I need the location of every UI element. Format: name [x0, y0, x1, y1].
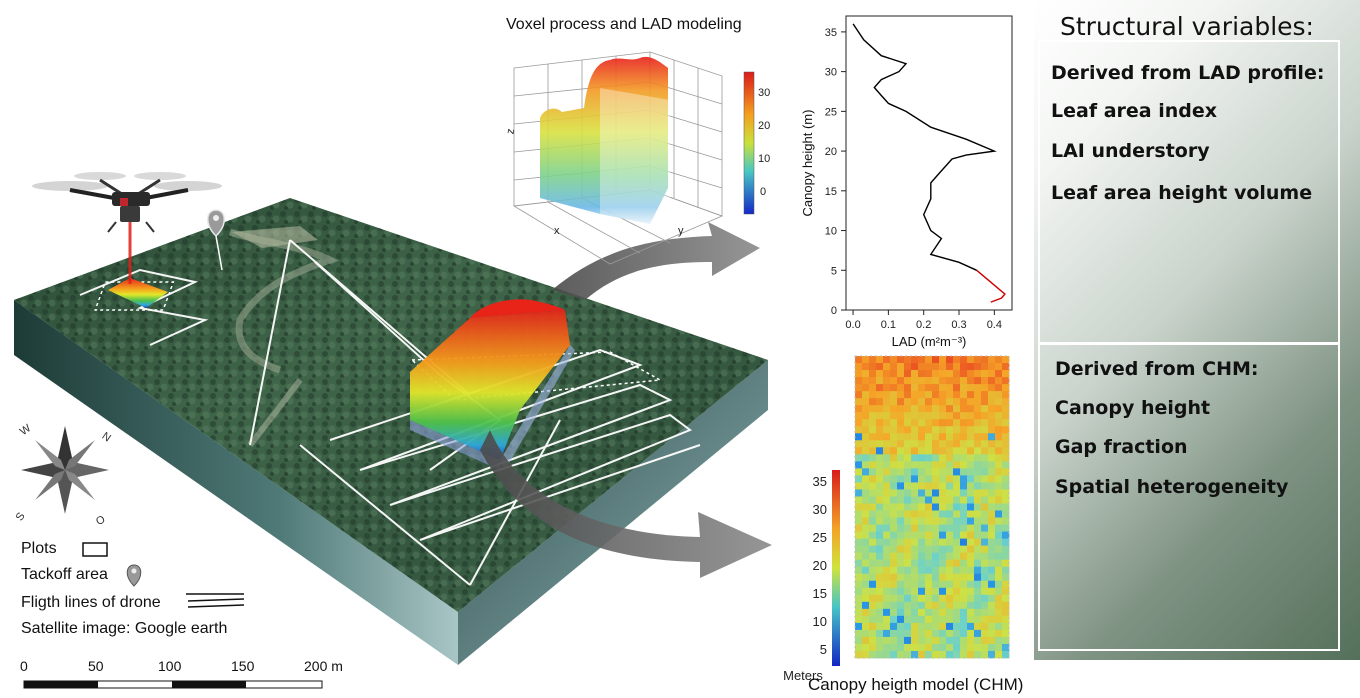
lad-series-overstory: [852, 23, 997, 271]
legend-plots-label: Plots: [21, 540, 57, 557]
structural-variables-panel: [1034, 0, 1360, 660]
drone-icon: [32, 172, 222, 233]
var-gap-fraction: Gap fraction: [1055, 436, 1188, 458]
voxel-cbar-10: 10: [758, 153, 770, 165]
chm-cbar-tick: 25: [813, 530, 827, 545]
compass-n: N: [100, 430, 113, 444]
lad-y-tick-label: 30: [825, 67, 837, 79]
voxel-axis-y: y: [678, 225, 684, 237]
legend-satellite-label: Satellite image: Google earth: [21, 620, 228, 637]
compass-w: W: [18, 422, 34, 438]
chm-cbar-tick: 20: [813, 558, 827, 573]
legend-takeoff-icon: [126, 564, 142, 587]
voxel-axis-x: x: [554, 225, 560, 237]
var-canopy-height: Canopy height: [1055, 397, 1211, 419]
var-leaf-area-height-volume: Leaf area height volume: [1051, 182, 1313, 204]
lad-series-understory: [976, 269, 1006, 303]
lidar-patch-small: [108, 278, 168, 308]
var-leaf-area-index: Leaf area index: [1051, 100, 1217, 122]
lad-plot-frame: [845, 15, 1013, 311]
lad-header: Derived from LAD profile:: [1051, 62, 1325, 84]
scale-tick-150: 150: [231, 658, 255, 674]
lad-x-tick-label: 0.3: [951, 319, 966, 331]
terrain-right-side: [458, 360, 768, 665]
legend-flight-symbol: [186, 593, 245, 608]
scale-bar: [23, 680, 323, 689]
legend-takeoff-label: Tackoff area: [21, 566, 108, 583]
lad-y-tick-label: 5: [831, 265, 837, 277]
chm-cbar-tick: 15: [813, 586, 827, 601]
lad-profile-chart: 0.0 0.1 0.2 0.3 0.4 0 5 10 15 20 25 30 35 LAD (m²m⁻³)…: [800, 15, 1013, 349]
chm-title: Canopy heigth model (CHM): [808, 675, 1024, 694]
legend-flight-label: Fligth lines of drone: [21, 594, 161, 611]
chm-header: Derived from CHM:: [1055, 358, 1259, 380]
voxel-cbar-0: 0: [760, 186, 766, 198]
takeoff-marker-icon: [207, 209, 225, 271]
lad-x-axis-label: LAD (m²m⁻³): [892, 334, 967, 349]
chm-raster: [855, 356, 1010, 659]
arrow-to-voxel: [552, 222, 760, 300]
legend-plot-symbol: [82, 542, 108, 557]
chm-cbar-tick: 35: [813, 474, 827, 489]
terrain-front-side: [14, 300, 458, 665]
chm-frame: [854, 355, 1010, 659]
lad-y-tick-label: 35: [825, 27, 837, 39]
chm-cbar-tick: 30: [813, 502, 827, 517]
chm-cbar-tick: 10: [813, 614, 827, 629]
lad-x-tick-label: 0.0: [845, 319, 860, 331]
chm-variables-box: [1038, 343, 1340, 651]
scale-tick-0: 0: [20, 658, 28, 674]
compass-s: S: [14, 510, 28, 523]
scale-tick-50: 50: [88, 658, 104, 674]
lad-x-tick-label: 0.4: [987, 319, 1002, 331]
scale-tick-100: 100: [158, 658, 182, 674]
lad-y-tick-label: 20: [825, 146, 837, 158]
voxel-axis-z: z: [504, 128, 517, 136]
chm-colorbar-label: Meters: [783, 668, 823, 683]
panel-title: Structural variables:: [1060, 12, 1314, 41]
scale-tick-200: 200 m: [304, 658, 343, 674]
lad-x-tick-label: 0.2: [916, 319, 931, 331]
voxel-title: Voxel process and LAD modeling: [506, 16, 742, 33]
lad-y-tick-label: 25: [825, 106, 837, 118]
voxel-cube: 30 20 10 0 z x y: [504, 51, 770, 265]
var-spatial-heterogeneity: Spatial heterogeneity: [1055, 476, 1289, 498]
var-lai-understory: LAI understory: [1051, 140, 1210, 162]
voxel-cbar-20: 20: [758, 120, 770, 132]
lad-y-axis-label: Canopy height (m): [800, 110, 815, 217]
lad-y-tick-label: 0: [831, 305, 837, 317]
chm-cbar-tick: 5: [820, 642, 827, 657]
voxel-cbar-30: 30: [758, 87, 770, 99]
lad-y-tick-label: 10: [825, 226, 837, 238]
lad-y-tick-label: 15: [825, 186, 837, 198]
compass-rose-icon: [21, 426, 109, 514]
chm-colorbar: [832, 470, 840, 666]
lidar-point-cloud-block: [410, 299, 575, 470]
compass-o: O: [94, 513, 108, 528]
lad-x-tick-label: 0.1: [881, 319, 896, 331]
chm-heatmap: 35 30 25 20 15 10 5 Meters: [783, 355, 1010, 683]
arrow-to-chm: [480, 430, 772, 578]
